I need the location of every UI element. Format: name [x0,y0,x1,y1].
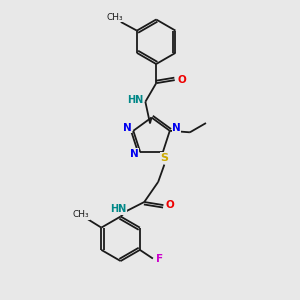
Text: F: F [156,254,163,264]
Text: HN: HN [110,204,127,214]
Text: CH₃: CH₃ [107,13,124,22]
Text: S: S [160,153,168,163]
Text: HN: HN [127,95,144,105]
Text: N: N [130,149,139,159]
Text: N: N [123,123,131,133]
Text: O: O [166,200,175,210]
Text: O: O [177,75,186,85]
Text: N: N [172,123,181,133]
Text: CH₃: CH₃ [73,210,89,219]
